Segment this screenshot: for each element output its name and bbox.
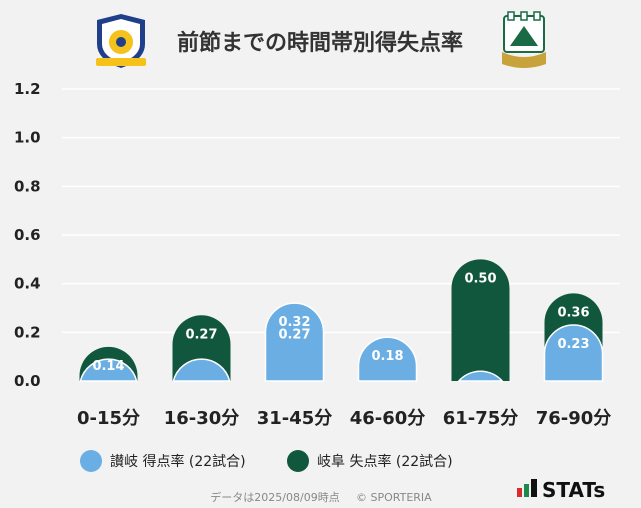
data-label-series1: 0.50 xyxy=(464,271,496,286)
left-team-logo xyxy=(96,14,146,68)
bar-series1 xyxy=(451,259,510,381)
stats-bar-green xyxy=(524,484,529,497)
chart-title: 前節までの時間帯別得失点率 xyxy=(177,30,463,56)
data-label-series1: 0.36 xyxy=(557,305,589,320)
stats-bar-black xyxy=(531,479,537,497)
x-category-label: 46-60分 xyxy=(350,408,426,429)
bar-series0 xyxy=(457,370,504,382)
bar-series0 xyxy=(264,302,325,382)
legend-label-series1: 岐阜 失点率 (22試合) xyxy=(317,453,453,470)
x-category-label: 0-15分 xyxy=(77,408,140,429)
legend: 讃岐 得点率 (22試合) 岐阜 失点率 (22試合) xyxy=(80,450,453,472)
stats-wordmark: STATs xyxy=(542,478,605,502)
data-label-series1: 0.27 xyxy=(185,327,217,342)
data-label-series0: 0.23 xyxy=(557,337,589,352)
x-category-label: 61-75分 xyxy=(443,408,519,429)
footer-copyright: © SPORTERIA xyxy=(356,491,432,504)
y-tick-label: 0.8 xyxy=(14,177,41,195)
x-category-label: 76-90分 xyxy=(536,408,612,429)
stats-bar-red xyxy=(517,488,522,497)
y-tick-label: 0.2 xyxy=(14,323,41,341)
bar-series0 xyxy=(79,358,138,382)
data-label-series1: 0.14 xyxy=(92,359,124,374)
bar-series0 xyxy=(357,336,418,382)
bars: 0.140.27 0.270.320.180.500.360.23 xyxy=(79,259,604,382)
y-tick-label: 0.6 xyxy=(14,226,41,244)
y-tick-label: 0.0 xyxy=(14,372,41,390)
x-category-label: 16-30分 xyxy=(164,408,240,429)
data-label-series0: 0.32 xyxy=(278,315,310,330)
y-tick-label: 0.4 xyxy=(14,275,41,293)
y-tick-label: 1.2 xyxy=(14,80,41,98)
data-label-series0: 0.18 xyxy=(371,349,403,364)
x-axis: 0-15分 16-30分 31-45分 46-60分 61-75分 76-90分 xyxy=(77,408,611,429)
legend-swatch-series1 xyxy=(287,450,309,472)
legend-label-series0: 讃岐 得点率 (22試合) xyxy=(110,453,246,470)
right-team-logo xyxy=(502,11,546,68)
grid-lines xyxy=(62,88,620,334)
y-tick-label: 1.0 xyxy=(14,129,41,147)
bar-series0 xyxy=(172,358,231,382)
legend-swatch-series0 xyxy=(80,450,102,472)
x-category-label: 31-45分 xyxy=(257,408,333,429)
bar-series0 xyxy=(543,324,604,382)
data-label-series1: 0.27 xyxy=(278,327,310,342)
stats-logo: STATs xyxy=(517,478,605,502)
y-axis: 0.0 0.2 0.4 0.6 0.8 1.0 1.2 xyxy=(14,80,41,390)
footer-date: データは2025/08/09時点 xyxy=(210,490,339,504)
